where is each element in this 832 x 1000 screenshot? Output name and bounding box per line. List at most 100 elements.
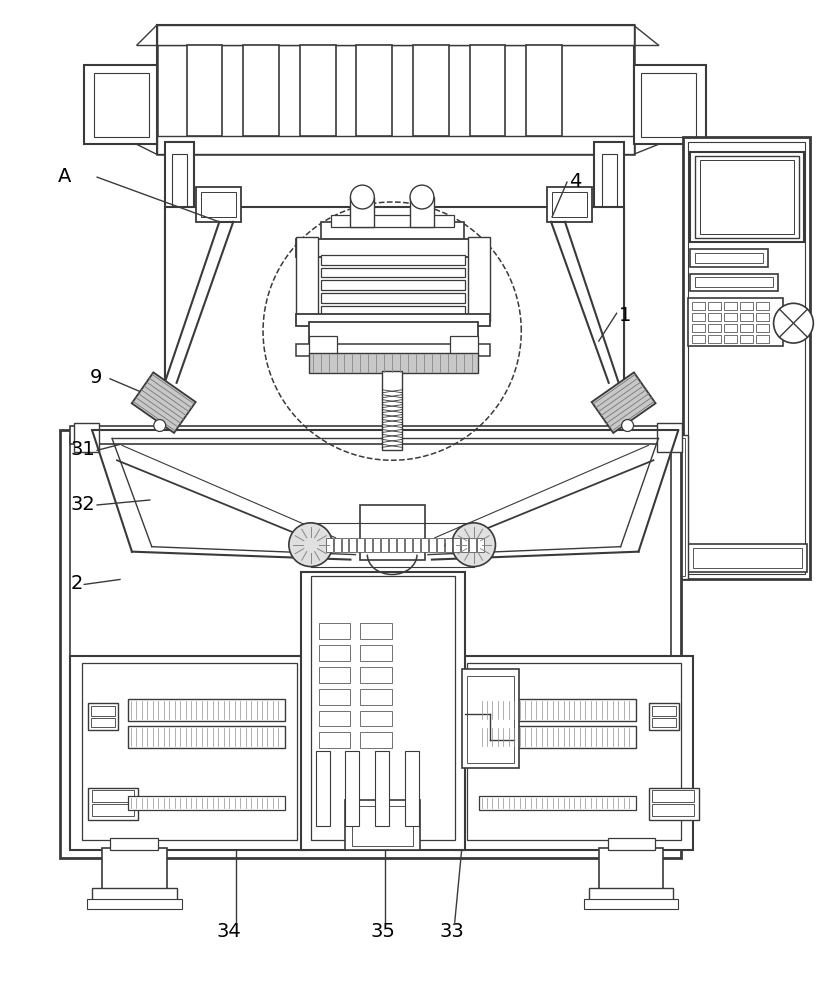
Bar [201,192,236,217]
Bar [661,438,686,576]
Text: 31: 31 [71,440,95,459]
Text: 9: 9 [90,368,102,387]
Bar [429,538,436,552]
Bar [350,197,374,227]
Bar [740,313,753,321]
Bar [478,699,636,721]
Bar [165,142,195,411]
Bar [309,353,478,373]
Bar [708,302,721,310]
Bar [599,848,663,892]
Bar [320,306,465,316]
Bar [413,538,420,552]
Bar [468,237,489,321]
Bar [695,277,773,287]
Bar [602,154,617,411]
Bar [421,538,428,552]
Bar [755,302,769,310]
Bar [683,137,810,579]
Bar [296,239,489,257]
Bar [594,142,624,411]
Bar [310,576,455,840]
Bar [360,505,425,560]
Bar [755,313,769,321]
Bar [319,732,350,748]
Bar [724,335,737,343]
Bar [691,152,805,242]
Bar [319,623,350,639]
Bar [650,703,679,730]
Bar [695,156,800,238]
Bar [652,718,676,727]
Bar [296,237,318,321]
Bar [300,45,335,136]
Circle shape [350,185,374,209]
Bar [450,336,478,356]
Bar [315,751,329,826]
Circle shape [289,523,333,567]
Bar [375,751,389,826]
Bar [309,336,336,356]
Bar [353,806,413,846]
Bar [320,222,463,242]
Bar [345,751,359,826]
Bar [319,667,350,683]
Bar [334,538,340,552]
Bar [94,73,149,137]
Bar [413,45,448,136]
Bar [641,73,696,137]
Bar [755,335,769,343]
Bar [381,538,389,552]
Bar [365,538,372,552]
Bar [607,838,656,850]
Circle shape [154,420,166,431]
Bar [688,142,805,574]
Bar [356,45,392,136]
Bar [110,838,158,850]
Bar [128,726,285,748]
Bar [196,187,241,222]
Bar [92,706,115,716]
Bar [102,848,166,892]
Bar [84,65,156,144]
Bar [345,800,420,850]
Bar [692,335,705,343]
Circle shape [774,303,814,343]
Bar [360,732,392,748]
Bar [740,335,753,343]
Bar [319,689,350,705]
Bar [453,538,460,552]
Bar [320,268,465,277]
Text: 35: 35 [370,922,395,941]
Bar [724,302,737,310]
Text: 4: 4 [569,172,582,191]
Bar [374,538,380,552]
Circle shape [622,420,633,431]
Bar [740,324,753,332]
Bar [755,324,769,332]
Bar [165,207,624,470]
Bar [552,192,587,217]
Bar [688,544,807,572]
Bar [658,435,688,579]
Bar [691,249,768,267]
Text: 32: 32 [71,495,95,514]
Bar [708,324,721,332]
Bar [296,344,491,356]
Bar [695,253,763,263]
Bar [71,426,671,444]
Bar [360,667,392,683]
Bar [61,430,681,858]
Bar [360,689,392,705]
Bar [309,322,478,350]
Bar [296,314,489,326]
Bar [389,538,396,552]
Bar [358,538,364,552]
Bar [692,324,705,332]
Bar [341,538,349,552]
Bar [410,197,433,227]
Bar [128,699,285,721]
Bar [692,313,705,321]
Bar [740,302,753,310]
Bar [92,790,134,802]
